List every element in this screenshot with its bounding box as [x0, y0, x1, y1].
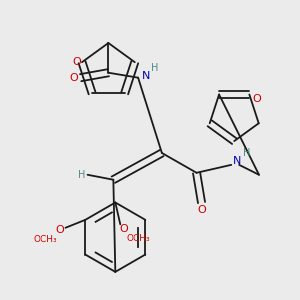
Text: O: O — [55, 225, 64, 235]
Text: O: O — [73, 57, 81, 67]
Text: OCH₃: OCH₃ — [126, 234, 150, 243]
Text: O: O — [120, 224, 129, 234]
Text: H: H — [243, 148, 250, 158]
Text: O: O — [252, 94, 261, 104]
Text: N: N — [233, 156, 242, 166]
Text: H: H — [78, 170, 85, 180]
Text: O: O — [197, 206, 206, 215]
Text: H: H — [151, 63, 158, 73]
Text: OCH₃: OCH₃ — [34, 235, 58, 244]
Text: N: N — [142, 71, 150, 81]
Text: O: O — [69, 73, 78, 83]
